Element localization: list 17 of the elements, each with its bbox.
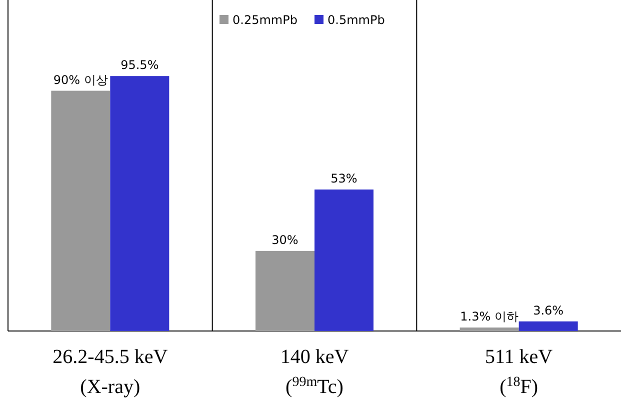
bar: [256, 250, 314, 331]
legend-label: 0.5mmPb: [328, 13, 385, 27]
data-label: 3.6%: [533, 303, 564, 318]
bar: [110, 76, 170, 331]
bar: [518, 321, 578, 331]
bar: [314, 190, 374, 331]
data-label: 53%: [330, 172, 358, 186]
x-tick-label: 26.2-45.5 keV (X-ray): [52, 346, 168, 398]
legend-label: 0.25mmPb: [232, 13, 298, 27]
data-label: 90% 이상: [53, 72, 108, 87]
x-tick-label: 511 keV ($^{18}$F): [485, 346, 554, 398]
bar: [460, 328, 519, 331]
data-label: 30%: [272, 232, 298, 247]
bar: [51, 90, 110, 331]
x-tick-label: 140 keV ($^{99m}$Tc): [280, 346, 350, 398]
data-label: 1.3% 이하: [460, 310, 518, 324]
data-label: 95.5%: [120, 58, 159, 72]
